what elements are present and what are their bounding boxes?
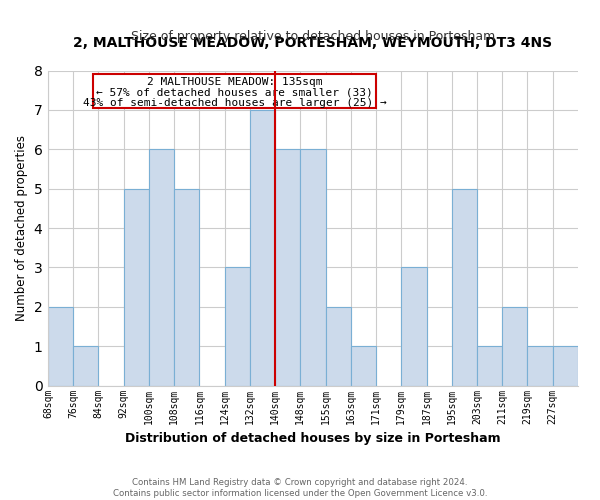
Bar	[73, 346, 98, 386]
Bar	[250, 110, 275, 386]
Bar	[174, 188, 199, 386]
Text: 2 MALTHOUSE MEADOW: 135sqm: 2 MALTHOUSE MEADOW: 135sqm	[147, 76, 322, 86]
Y-axis label: Number of detached properties: Number of detached properties	[15, 135, 28, 321]
Bar	[527, 346, 553, 386]
Bar	[477, 346, 502, 386]
Bar	[401, 268, 427, 386]
Text: Contains HM Land Registry data © Crown copyright and database right 2024.
Contai: Contains HM Land Registry data © Crown c…	[113, 478, 487, 498]
Bar	[48, 307, 73, 386]
Bar	[275, 150, 301, 386]
Text: 43% of semi-detached houses are larger (25) →: 43% of semi-detached houses are larger (…	[83, 98, 386, 108]
Bar	[124, 188, 149, 386]
Text: ← 57% of detached houses are smaller (33): ← 57% of detached houses are smaller (33…	[97, 87, 373, 97]
X-axis label: Distribution of detached houses by size in Portesham: Distribution of detached houses by size …	[125, 432, 501, 445]
Title: Size of property relative to detached houses in Portesham: Size of property relative to detached ho…	[131, 30, 495, 43]
Bar	[452, 188, 477, 386]
FancyBboxPatch shape	[94, 74, 376, 108]
Bar	[224, 268, 250, 386]
Text: 2, MALTHOUSE MEADOW, PORTESHAM, WEYMOUTH, DT3 4NS: 2, MALTHOUSE MEADOW, PORTESHAM, WEYMOUTH…	[73, 36, 553, 50]
Bar	[149, 150, 174, 386]
Bar	[351, 346, 376, 386]
Bar	[301, 150, 326, 386]
Bar	[502, 307, 527, 386]
Bar	[326, 307, 351, 386]
Bar	[553, 346, 578, 386]
